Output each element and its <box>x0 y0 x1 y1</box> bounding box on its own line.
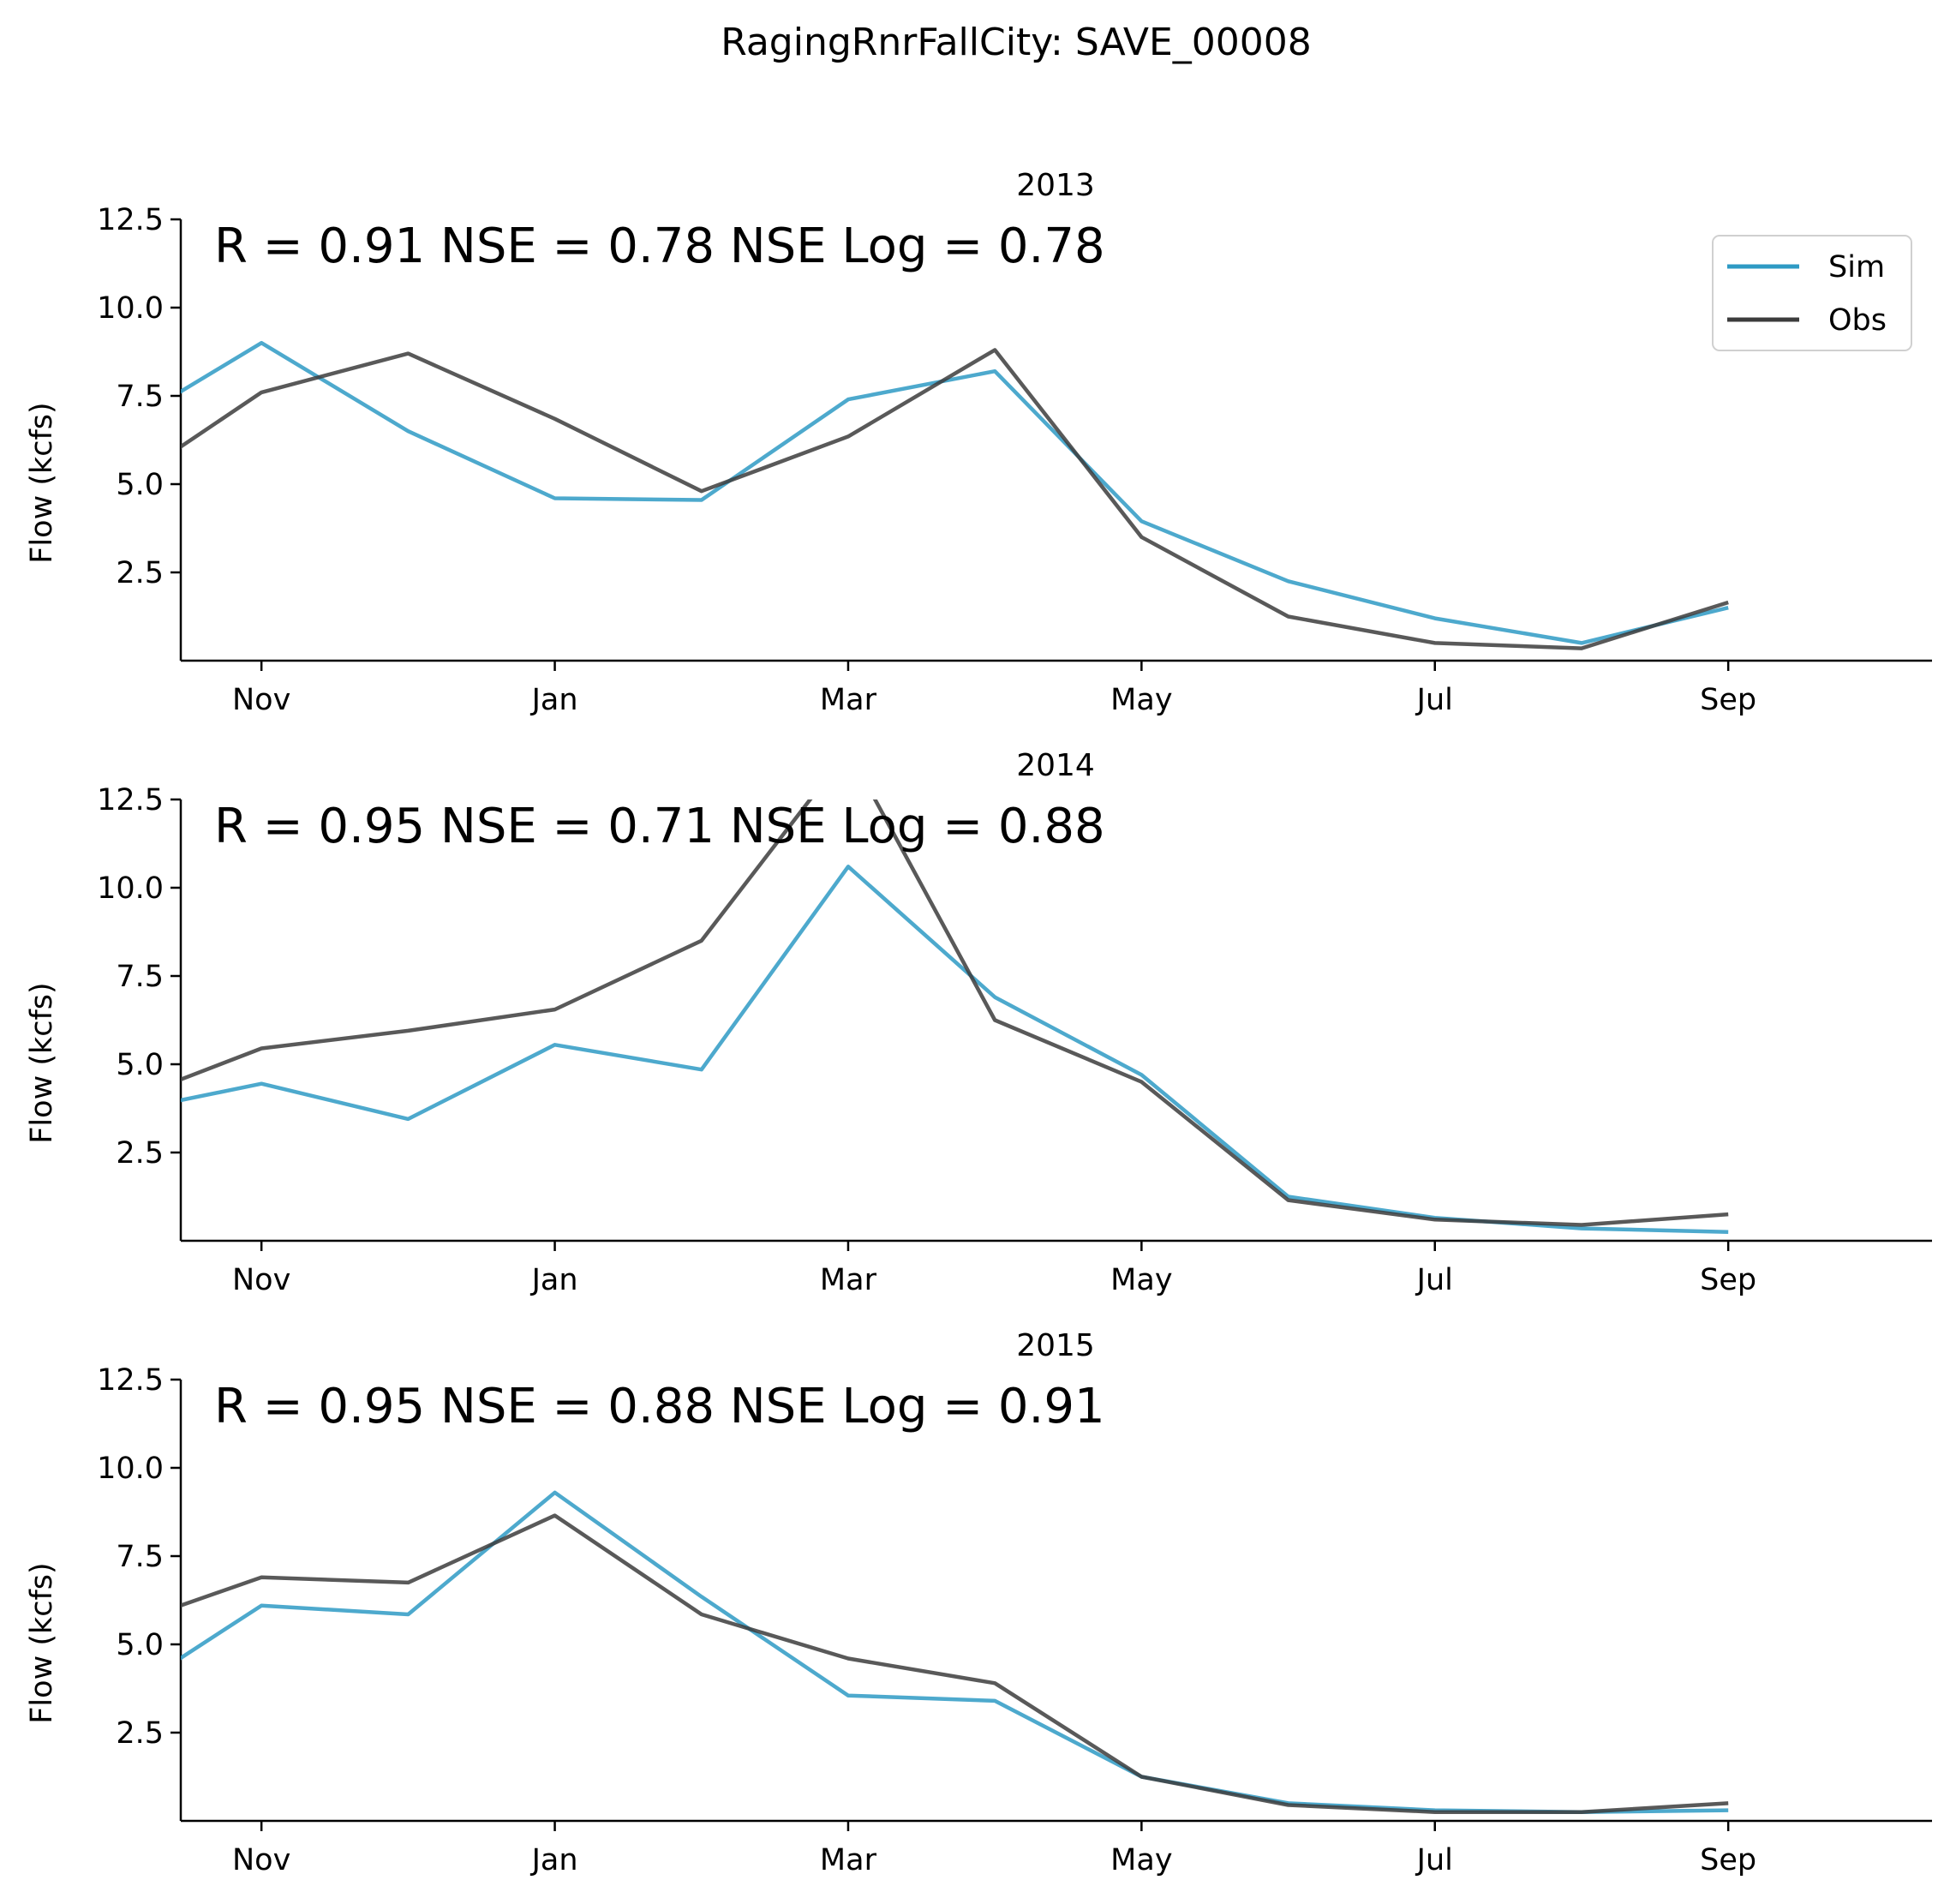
x-tick-label: Nov <box>232 1263 290 1297</box>
y-tick-label: 2.5 <box>116 556 164 590</box>
legend-label-obs: Obs <box>1828 303 1887 338</box>
y-axis-label: Flow (kcfs) <box>25 402 59 563</box>
y-tick-label: 12.5 <box>97 783 164 817</box>
x-tick-label: Mar <box>820 1263 877 1297</box>
x-tick-label: Mar <box>820 683 877 717</box>
x-tick-label: Sep <box>1700 683 1756 717</box>
series-line-obs <box>181 348 1729 650</box>
x-tick-label: May <box>1110 1263 1172 1297</box>
y-tick-label: 2.5 <box>116 1716 164 1751</box>
series-line-obs <box>181 1513 1729 1814</box>
y-axis-label: Flow (kcfs) <box>25 982 59 1143</box>
stats-annotation: R = 0.95 NSE = 0.71 NSE Log = 0.88 <box>214 799 1105 854</box>
y-tick-label: 7.5 <box>116 1540 164 1574</box>
panel-2015: 2015 2.5 5.0 7.5 10.0 12.5 Nov Jan Mar May Jul Sep F… <box>25 1328 1932 1877</box>
series-line-sim <box>181 1490 1729 1814</box>
y-axis-label: Flow (kcfs) <box>25 1562 59 1723</box>
x-tick-label: Nov <box>232 683 290 717</box>
stats-annotation: R = 0.95 NSE = 0.88 NSE Log = 0.91 <box>214 1379 1105 1434</box>
y-tick-label: 10.0 <box>97 291 164 326</box>
x-tick-label: May <box>1110 1843 1172 1877</box>
y-tick-label: 12.5 <box>97 203 164 237</box>
panel-title: 2013 <box>1016 168 1095 203</box>
y-tick-label: 7.5 <box>116 380 164 414</box>
x-tick-label: Jul <box>1415 1843 1453 1877</box>
series-line-sim <box>181 865 1729 1234</box>
figure-title: RagingRnrFallCity: SAVE_00008 <box>721 21 1312 64</box>
x-tick-label: Jan <box>530 683 578 717</box>
stats-annotation: R = 0.91 NSE = 0.78 NSE Log = 0.78 <box>214 219 1105 274</box>
panel-2014: 2014 2.5 5.0 7.5 10.0 12.5 Nov Jan Mar May Jul Sep F… <box>25 748 1932 1297</box>
panel-title: 2014 <box>1016 748 1095 783</box>
x-tick-label: Sep <box>1700 1263 1756 1297</box>
y-tick-label: 5.0 <box>116 1628 164 1662</box>
y-tick-label: 10.0 <box>97 871 164 906</box>
x-tick-label: Jan <box>530 1263 578 1297</box>
y-tick-label: 5.0 <box>116 1048 164 1082</box>
x-tick-label: Jul <box>1415 683 1453 717</box>
legend-label-sim: Sim <box>1828 250 1885 284</box>
y-tick-label: 2.5 <box>116 1136 164 1171</box>
y-tick-label: 10.0 <box>97 1452 164 1486</box>
y-tick-label: 12.5 <box>97 1363 164 1398</box>
series-line-obs <box>181 799 1729 1227</box>
x-tick-label: May <box>1110 683 1172 717</box>
x-tick-label: Mar <box>820 1843 877 1877</box>
panel-2013: 2013 2.5 5.0 7.5 10.0 12.5 Nov Jan Mar May Jul Sep F… <box>25 168 1932 717</box>
y-tick-label: 5.0 <box>116 468 164 502</box>
x-tick-label: Jul <box>1415 1263 1453 1297</box>
x-tick-label: Jan <box>530 1843 578 1877</box>
x-tick-label: Nov <box>232 1843 290 1877</box>
panel-title: 2015 <box>1016 1328 1095 1363</box>
series-line-sim <box>181 340 1729 645</box>
legend: Sim Obs <box>1712 235 1912 351</box>
x-tick-label: Sep <box>1700 1843 1756 1877</box>
y-tick-label: 7.5 <box>116 960 164 994</box>
